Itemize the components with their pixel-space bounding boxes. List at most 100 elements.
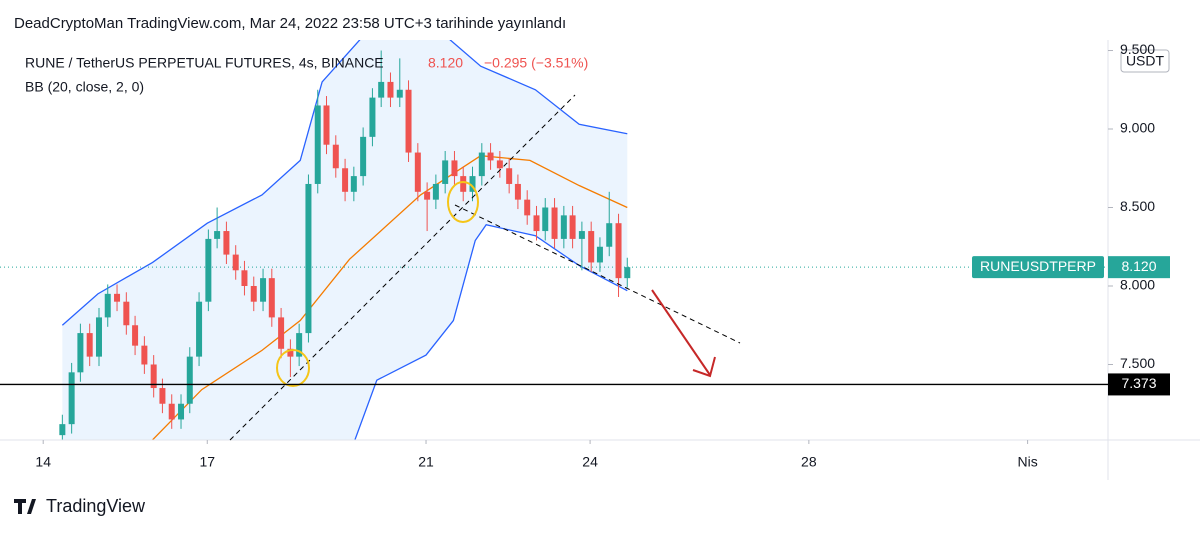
candle-body [223, 231, 230, 255]
candle-body [569, 215, 576, 239]
candle-body [186, 356, 193, 404]
candle-body [305, 183, 312, 334]
candle-body [168, 403, 175, 420]
y-tick-label: 9.000 [1120, 120, 1155, 136]
trend-line [229, 94, 576, 441]
level-label-box [1108, 373, 1170, 396]
candle-body [159, 388, 166, 404]
currency: USDT [1126, 53, 1165, 69]
x-tick-label: 24 [582, 454, 598, 470]
indicator: BB (20, close, 2, 0) [25, 79, 144, 95]
candle-body [460, 176, 467, 192]
y-tick-label: 8.500 [1120, 198, 1155, 214]
candle-body [268, 278, 275, 318]
candle-body [524, 199, 531, 216]
x-tick-label: 17 [199, 454, 215, 470]
annotations [229, 94, 741, 441]
candle-body [278, 317, 285, 349]
candle-body [396, 89, 403, 98]
candle-body [178, 403, 185, 420]
candle-body [387, 81, 394, 98]
plot-area [0, 40, 1108, 440]
brand: TradingView [46, 496, 146, 516]
candle-body [77, 333, 84, 373]
trend-line [454, 204, 741, 344]
candle-body [378, 81, 385, 98]
candle-body [551, 207, 558, 239]
band-fill [62, 40, 628, 440]
candle-body [478, 152, 485, 177]
band-line [61, 40, 628, 326]
candle-body [506, 168, 513, 184]
candle-body [578, 231, 585, 239]
candle-body [95, 317, 102, 357]
candle-body [332, 144, 339, 169]
candle-body [487, 152, 494, 161]
x-tick-label: 21 [418, 454, 434, 470]
candle-body [114, 293, 121, 302]
change: −0.295 (−3.51%) [484, 55, 588, 71]
x-tick-label: 28 [801, 454, 817, 470]
logo-mark [14, 499, 36, 514]
candle-body [232, 254, 239, 271]
candle-body [588, 231, 595, 263]
candle-body [533, 215, 540, 232]
candle-body [287, 348, 294, 357]
candle-body [350, 176, 357, 192]
candle-body [68, 372, 75, 425]
price-label: 8.120 [1121, 258, 1156, 274]
candle-body [414, 152, 421, 192]
y-tick-label: 9.500 [1120, 41, 1155, 57]
candle-body [205, 238, 212, 302]
candle-body [260, 278, 267, 302]
highlight-circle [447, 181, 479, 223]
candle-body [141, 345, 148, 365]
logo: TradingView [14, 496, 146, 516]
candle-body [360, 136, 367, 177]
level-label: 7.373 [1121, 375, 1156, 391]
x-tick-label: 14 [35, 454, 51, 470]
candle-body [241, 270, 248, 286]
candle-body [150, 364, 157, 389]
arrow [651, 289, 711, 376]
candle-body [369, 97, 376, 137]
candle-body [104, 293, 111, 318]
quote: 8.120 [428, 55, 463, 71]
highlight-circle [276, 349, 310, 387]
candle-body [451, 160, 458, 177]
y-tick-label: 7.500 [1120, 355, 1155, 371]
candle-body [123, 301, 130, 326]
x-tick-label: Nis [1017, 454, 1037, 470]
candle-body [323, 105, 330, 145]
price-box [1108, 256, 1170, 279]
candle-body [314, 105, 321, 184]
candle-body [469, 176, 476, 192]
candle-body [606, 223, 613, 247]
symbol: RUNE / TetherUS PERPETUAL FUTURES, 4s, B… [25, 55, 384, 71]
candle-body [296, 333, 303, 357]
y-tick-label: 8.000 [1120, 277, 1155, 293]
arrow-head [692, 356, 716, 378]
candle-body [86, 333, 93, 357]
candle-body [596, 246, 603, 263]
candle-body [132, 325, 139, 346]
candle-body [342, 168, 349, 192]
candle-body [59, 424, 66, 436]
candle-body [250, 285, 257, 302]
candle-body [442, 160, 449, 184]
currency-box [1120, 49, 1170, 73]
candle-body [214, 231, 221, 239]
symbol-label: RUNEUSDTPERP [980, 258, 1096, 274]
candle-body [542, 207, 549, 232]
candle-body [560, 215, 567, 239]
published-note: DeadCryptoMan TradingView.com, Mar 24, 2… [14, 15, 566, 32]
candle-body [405, 89, 412, 153]
candle-body [514, 183, 521, 200]
band-line [152, 155, 628, 440]
candle-body [432, 183, 439, 200]
candle-body [496, 160, 503, 169]
band-line [354, 224, 628, 440]
candle-body [424, 191, 431, 200]
candle-body [196, 301, 203, 357]
